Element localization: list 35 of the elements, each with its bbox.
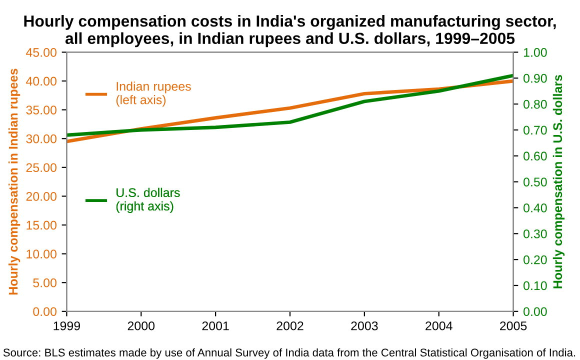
y-tick-label: 20.00: [26, 192, 56, 201]
y2-tick-label: 0.10: [524, 281, 547, 290]
y2-tick-label: 0.20: [524, 255, 547, 264]
y-tick-label: 45.00: [26, 48, 56, 57]
y-tick-label: 30.00: [26, 134, 56, 144]
x-tick-label: 2005: [500, 321, 527, 330]
x-tick-label: 2004: [426, 321, 452, 330]
y-tick-label: 15.00: [26, 220, 56, 230]
y2-tick-label: 0.00: [524, 307, 547, 316]
y2-tick-label: 1.00: [524, 48, 547, 57]
y-tick-label: 35.00: [26, 106, 56, 114]
x-tick-label: 2000: [128, 321, 155, 330]
x-tick-label: 1999: [54, 321, 80, 330]
x-tick-label: 2003: [351, 321, 378, 330]
legend-label: Indian rupees (left axis): [116, 82, 191, 107]
y-tick-label: 25.00: [26, 163, 56, 172]
y2-axis-title: Hourly compensation in U.S. dollars: [552, 74, 565, 288]
y-tick-label: 10.00: [26, 250, 56, 258]
chart-title: Hourly compensation costs in India's organized manufacturing sector, all employees, in Indian rupees and U.S. dollars, 1999–2005: [24, 15, 556, 48]
source-note: Source: BLS estimates made by use of Annual Survey of India data from the Central Statistical Organisation of India.: [3, 348, 576, 359]
y2-tick-label: 0.90: [524, 74, 547, 83]
y2-tick-label: 0.40: [524, 204, 547, 212]
y-axis-title: Hourly compensation in Indian rupees: [8, 68, 20, 295]
legend-label: U.S. dollars (right axis): [116, 188, 180, 213]
y-tick-label: 40.00: [26, 76, 56, 86]
y-tick-label: 0.00: [33, 307, 56, 316]
y2-tick-label: 0.80: [524, 100, 547, 109]
x-tick-label: 2002: [276, 321, 304, 330]
y2-tick-label: 0.50: [524, 178, 547, 186]
y-tick-label: 5.00: [33, 278, 56, 288]
x-tick-label: 2001: [202, 321, 229, 330]
y2-tick-label: 0.30: [524, 229, 547, 238]
y2-tick-label: 0.60: [524, 152, 547, 161]
line-series: [66, 74, 514, 137]
y2-tick-label: 0.70: [524, 126, 547, 135]
